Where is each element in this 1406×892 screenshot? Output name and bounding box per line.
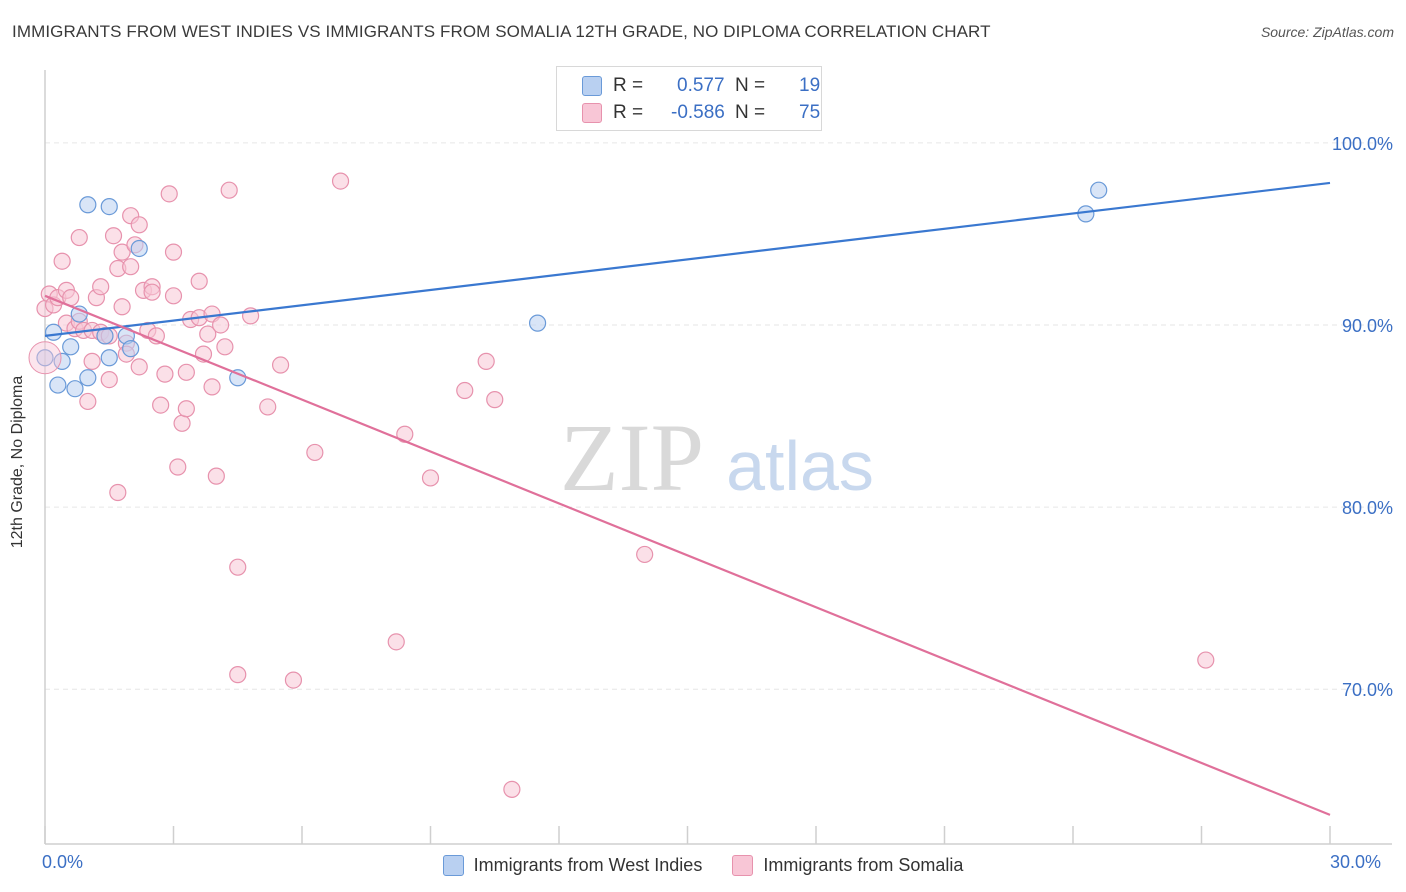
west-indies-point — [44, 323, 63, 341]
legend-swatch-pink — [732, 854, 754, 876]
legend-swatch-blue — [582, 76, 602, 96]
axes — [44, 70, 1392, 845]
somalia-point — [306, 443, 324, 462]
somalia-point — [109, 483, 127, 502]
n-value: 75 — [799, 102, 821, 123]
somalia-point — [53, 252, 71, 270]
source-label: Source: ZipAtlas.com — [1260, 24, 1394, 40]
somalia-point — [177, 363, 195, 381]
correlation-legend: R = 0.577 N = 19 R = -0.586 N = 75 — [556, 66, 822, 131]
somalia-point — [220, 181, 238, 199]
somalia-point — [212, 316, 230, 334]
west-indies-point — [79, 196, 97, 214]
somalia-point — [79, 392, 97, 411]
somalia-trend-line — [44, 294, 1331, 816]
somalia-point — [92, 278, 110, 296]
west-indies-point — [53, 352, 71, 370]
series-legend: Immigrants from West Indies Immigrants f… — [0, 852, 1406, 878]
west-indies-point — [66, 380, 84, 398]
west-indies-point — [1077, 205, 1095, 223]
y-tick-label: 80.0% — [1342, 498, 1393, 518]
somalia-point — [152, 396, 170, 414]
somalia-point — [169, 458, 187, 476]
somalia-point — [160, 185, 178, 203]
legend-swatch-blue — [442, 854, 464, 876]
y-tick-label: 100.0% — [1332, 134, 1393, 154]
somalia-point — [156, 365, 174, 383]
somalia-point — [259, 398, 277, 416]
somalia-point — [456, 381, 474, 400]
legend-item-west-indies: Immigrants from West Indies — [442, 854, 703, 876]
west-indies-point — [100, 197, 118, 216]
watermark: ZIP atlas — [560, 404, 874, 511]
west-indies-point — [49, 376, 67, 394]
chart-title: IMMIGRANTS FROM WEST INDIES VS IMMIGRANT… — [12, 22, 991, 41]
somalia-point — [421, 469, 440, 487]
n-label: N = — [735, 102, 766, 123]
somalia-point — [207, 467, 225, 485]
west-indies-point — [36, 349, 54, 367]
somalia-point — [130, 216, 148, 234]
west-indies-point — [79, 369, 97, 387]
somalia-point — [83, 352, 101, 370]
somalia-point — [143, 283, 161, 301]
west-indies-point — [62, 338, 80, 356]
legend-swatch-pink — [582, 103, 602, 123]
somalia-point — [331, 172, 350, 190]
somalia-point — [271, 356, 290, 374]
legend-label: Immigrants from West Indies — [473, 854, 703, 875]
r-value: -0.586 — [671, 102, 725, 123]
r-value: 0.577 — [677, 75, 725, 96]
y-tick-label: 70.0% — [1342, 680, 1393, 700]
watermark-atlas: atlas — [726, 427, 874, 505]
r-label: R = — [613, 75, 644, 96]
n-value: 19 — [799, 75, 821, 96]
somalia-point — [113, 243, 131, 261]
somalia-point — [216, 338, 234, 356]
west-indies-trend-line — [44, 181, 1331, 337]
legend-label: Immigrants from Somalia — [763, 854, 964, 875]
west-indies-point — [1090, 181, 1108, 199]
somalia-point — [28, 341, 62, 375]
somalia-point — [173, 414, 191, 432]
watermark-zip: ZIP — [560, 404, 704, 511]
somalia-point — [100, 371, 118, 389]
somalia-point — [113, 298, 131, 316]
data-points — [28, 172, 1215, 798]
x-tick-label-max: 30.0% — [1330, 852, 1382, 872]
y-tick-labels: 70.0% 80.0% 90.0% 100.0% — [1332, 134, 1393, 700]
somalia-point — [199, 325, 217, 343]
west-indies-point — [122, 340, 140, 358]
somalia-point — [104, 227, 123, 245]
somalia-point — [486, 391, 504, 409]
y-axis-label: 12th Grade, No Diploma — [9, 375, 26, 549]
somalia-point — [503, 780, 521, 798]
somalia-point — [122, 258, 140, 276]
somalia-point — [477, 352, 495, 370]
west-indies-point — [100, 349, 118, 367]
somalia-point — [1197, 651, 1215, 669]
y-tick-label: 90.0% — [1342, 316, 1393, 336]
n-label: N = — [735, 75, 766, 96]
somalia-point — [636, 545, 654, 564]
somalia-point — [177, 400, 195, 418]
grid-lines — [45, 142, 1390, 690]
somalia-point — [190, 272, 208, 290]
somalia-point — [164, 243, 183, 261]
somalia-point — [284, 671, 303, 689]
west-indies-point — [528, 314, 547, 332]
somalia-point — [70, 228, 88, 247]
somalia-point — [164, 287, 183, 305]
x-tick-label-min: 0.0% — [42, 852, 84, 872]
west-indies-point — [130, 239, 148, 258]
somalia-point — [229, 558, 247, 576]
r-label: R = — [613, 102, 644, 123]
trend-lines — [44, 181, 1331, 816]
somalia-point — [387, 633, 405, 651]
somalia-point — [229, 666, 247, 684]
somalia-point — [203, 378, 221, 396]
legend-item-somalia: Immigrants from Somalia — [732, 854, 964, 876]
somalia-point — [130, 358, 148, 376]
